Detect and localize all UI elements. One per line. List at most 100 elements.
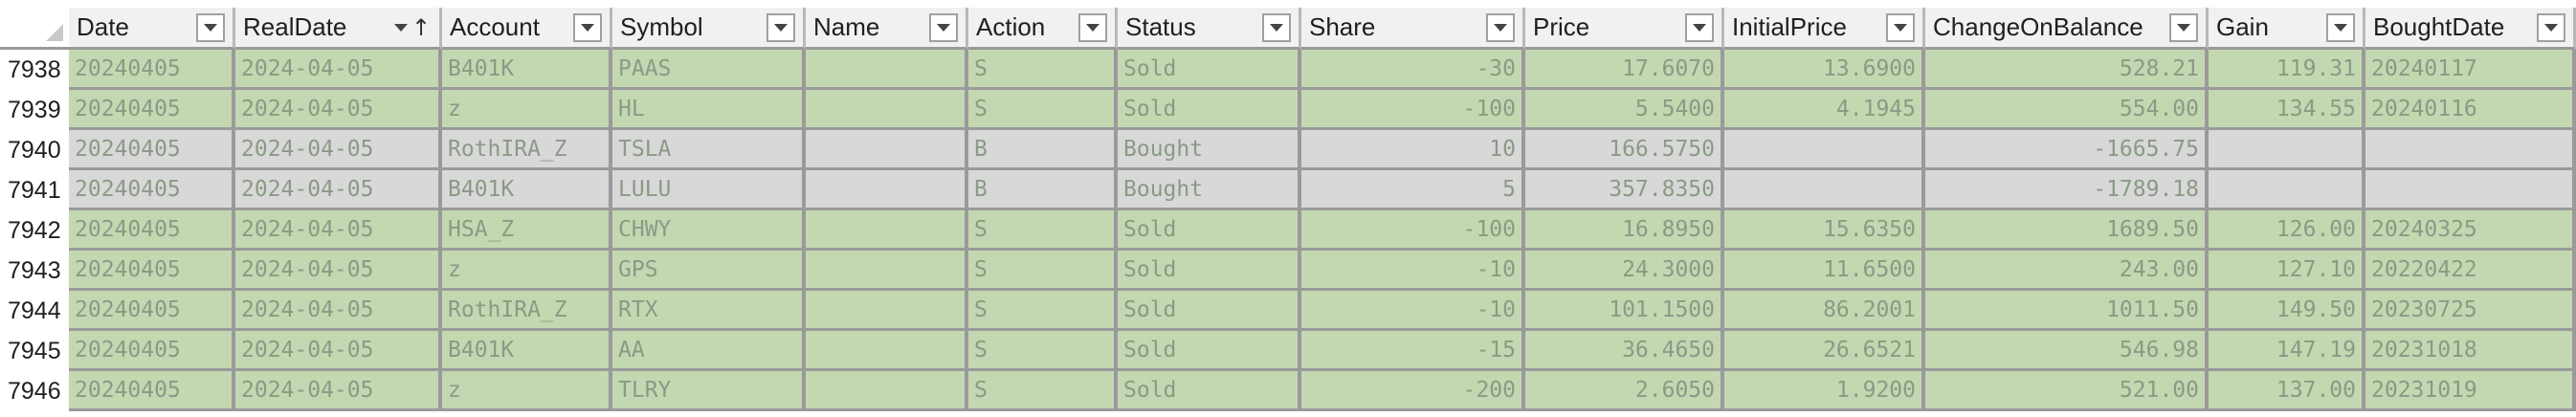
column-header-status[interactable]: Status bbox=[1118, 8, 1301, 50]
cell-gain[interactable] bbox=[2209, 170, 2365, 210]
cell-share[interactable]: -100 bbox=[1301, 210, 1525, 251]
cell-gain[interactable]: 119.31 bbox=[2209, 50, 2365, 90]
column-header-account[interactable]: Account bbox=[442, 8, 612, 50]
cell-symbol[interactable]: GPS bbox=[612, 251, 806, 291]
table-row[interactable]: 7942 20240405 2024-04-05 HSA_Z CHWY S Sold -100… bbox=[0, 210, 2576, 251]
cell-account[interactable]: z bbox=[442, 90, 612, 130]
cell-name[interactable] bbox=[806, 130, 968, 170]
cell-changeonbalance[interactable]: -1789.18 bbox=[1925, 170, 2209, 210]
cell-initialprice[interactable]: 4.1945 bbox=[1724, 90, 1925, 130]
filter-dropdown-icon[interactable] bbox=[1886, 13, 1915, 42]
cell-share[interactable]: -30 bbox=[1301, 50, 1525, 90]
table-row[interactable]: 7939 20240405 2024-04-05 z HL S Sold -100 5.5400… bbox=[0, 90, 2576, 130]
cell-action[interactable]: S bbox=[968, 90, 1118, 130]
cell-date[interactable]: 20240405 bbox=[69, 170, 235, 210]
cell-symbol[interactable]: RTX bbox=[612, 291, 806, 331]
cell-account[interactable]: B401K bbox=[442, 331, 612, 371]
cell-account[interactable]: B401K bbox=[442, 50, 612, 90]
row-number[interactable]: 7944 bbox=[0, 291, 69, 331]
cell-name[interactable] bbox=[806, 291, 968, 331]
cell-action[interactable]: S bbox=[968, 251, 1118, 291]
cell-price[interactable]: 2.6050 bbox=[1525, 371, 1724, 411]
cell-status[interactable]: Bought bbox=[1118, 130, 1301, 170]
cell-initialprice[interactable]: 1.9200 bbox=[1724, 371, 1925, 411]
cell-initialprice[interactable]: 11.6500 bbox=[1724, 251, 1925, 291]
row-number[interactable]: 7942 bbox=[0, 210, 69, 251]
filter-dropdown-icon[interactable] bbox=[1262, 13, 1291, 42]
cell-initialprice[interactable]: 15.6350 bbox=[1724, 210, 1925, 251]
cell-status[interactable]: Bought bbox=[1118, 170, 1301, 210]
cell-changeonbalance[interactable]: 1011.50 bbox=[1925, 291, 2209, 331]
cell-symbol[interactable]: CHWY bbox=[612, 210, 806, 251]
cell-realdate[interactable]: 2024-04-05 bbox=[235, 371, 442, 411]
cell-price[interactable]: 101.1500 bbox=[1525, 291, 1724, 331]
cell-boughtdate[interactable]: 20240116 bbox=[2365, 90, 2576, 130]
row-number[interactable]: 7940 bbox=[0, 130, 69, 170]
filter-dropdown-icon[interactable] bbox=[1078, 13, 1107, 42]
cell-name[interactable] bbox=[806, 371, 968, 411]
cell-action[interactable]: S bbox=[968, 210, 1118, 251]
filter-dropdown-icon[interactable] bbox=[2326, 13, 2355, 42]
cell-date[interactable]: 20240405 bbox=[69, 291, 235, 331]
cell-realdate[interactable]: 2024-04-05 bbox=[235, 331, 442, 371]
cell-share[interactable]: -10 bbox=[1301, 291, 1525, 331]
cell-name[interactable] bbox=[806, 170, 968, 210]
cell-status[interactable]: Sold bbox=[1118, 331, 1301, 371]
cell-realdate[interactable]: 2024-04-05 bbox=[235, 170, 442, 210]
cell-price[interactable]: 24.3000 bbox=[1525, 251, 1724, 291]
cell-symbol[interactable]: TSLA bbox=[612, 130, 806, 170]
cell-action[interactable]: S bbox=[968, 331, 1118, 371]
column-header-realdate[interactable]: RealDate ↑ bbox=[235, 8, 442, 50]
cell-boughtdate[interactable]: 20231018 bbox=[2365, 331, 2576, 371]
row-number[interactable]: 7945 bbox=[0, 331, 69, 371]
cell-action[interactable]: S bbox=[968, 50, 1118, 90]
table-row[interactable]: 7943 20240405 2024-04-05 z GPS S Sold -10 24.300… bbox=[0, 251, 2576, 291]
cell-changeonbalance[interactable]: 528.21 bbox=[1925, 50, 2209, 90]
cell-realdate[interactable]: 2024-04-05 bbox=[235, 210, 442, 251]
cell-date[interactable]: 20240405 bbox=[69, 251, 235, 291]
cell-date[interactable]: 20240405 bbox=[69, 331, 235, 371]
column-header-price[interactable]: Price bbox=[1525, 8, 1724, 50]
cell-share[interactable]: 5 bbox=[1301, 170, 1525, 210]
cell-price[interactable]: 5.5400 bbox=[1525, 90, 1724, 130]
cell-account[interactable]: RothIRA_Z bbox=[442, 130, 612, 170]
cell-name[interactable] bbox=[806, 210, 968, 251]
cell-date[interactable]: 20240405 bbox=[69, 371, 235, 411]
column-header-boughtdate[interactable]: BoughtDate bbox=[2365, 8, 2576, 50]
row-number[interactable]: 7943 bbox=[0, 251, 69, 291]
column-header-symbol[interactable]: Symbol bbox=[612, 8, 806, 50]
cell-symbol[interactable]: AA bbox=[612, 331, 806, 371]
cell-status[interactable]: Sold bbox=[1118, 291, 1301, 331]
cell-initialprice[interactable]: 86.2001 bbox=[1724, 291, 1925, 331]
cell-date[interactable]: 20240405 bbox=[69, 50, 235, 90]
cell-changeonbalance[interactable]: 1689.50 bbox=[1925, 210, 2209, 251]
filter-dropdown-icon[interactable] bbox=[766, 13, 795, 42]
filter-dropdown-icon[interactable] bbox=[2537, 13, 2565, 42]
cell-realdate[interactable]: 2024-04-05 bbox=[235, 291, 442, 331]
cell-changeonbalance[interactable]: -1665.75 bbox=[1925, 130, 2209, 170]
cell-boughtdate[interactable]: 20240117 bbox=[2365, 50, 2576, 90]
cell-realdate[interactable]: 2024-04-05 bbox=[235, 130, 442, 170]
cell-boughtdate[interactable]: 20240325 bbox=[2365, 210, 2576, 251]
cell-gain[interactable] bbox=[2209, 130, 2365, 170]
cell-account[interactable]: RothIRA_Z bbox=[442, 291, 612, 331]
cell-changeonbalance[interactable]: 546.98 bbox=[1925, 331, 2209, 371]
table-row[interactable]: 7944 20240405 2024-04-05 RothIRA_Z RTX S Sold -… bbox=[0, 291, 2576, 331]
cell-account[interactable]: B401K bbox=[442, 170, 612, 210]
cell-action[interactable]: S bbox=[968, 291, 1118, 331]
cell-symbol[interactable]: LULU bbox=[612, 170, 806, 210]
cell-name[interactable] bbox=[806, 251, 968, 291]
cell-status[interactable]: Sold bbox=[1118, 371, 1301, 411]
cell-initialprice[interactable] bbox=[1724, 130, 1925, 170]
cell-changeonbalance[interactable]: 243.00 bbox=[1925, 251, 2209, 291]
table-row[interactable]: 7938 20240405 2024-04-05 B401K PAAS S Sold -30 1… bbox=[0, 50, 2576, 90]
cell-initialprice[interactable]: 26.6521 bbox=[1724, 331, 1925, 371]
cell-share[interactable]: 10 bbox=[1301, 130, 1525, 170]
cell-symbol[interactable]: PAAS bbox=[612, 50, 806, 90]
cell-name[interactable] bbox=[806, 50, 968, 90]
cell-gain[interactable]: 147.19 bbox=[2209, 331, 2365, 371]
filter-dropdown-icon[interactable] bbox=[196, 13, 225, 42]
cell-price[interactable]: 357.8350 bbox=[1525, 170, 1724, 210]
cell-action[interactable]: S bbox=[968, 371, 1118, 411]
cell-realdate[interactable]: 2024-04-05 bbox=[235, 90, 442, 130]
